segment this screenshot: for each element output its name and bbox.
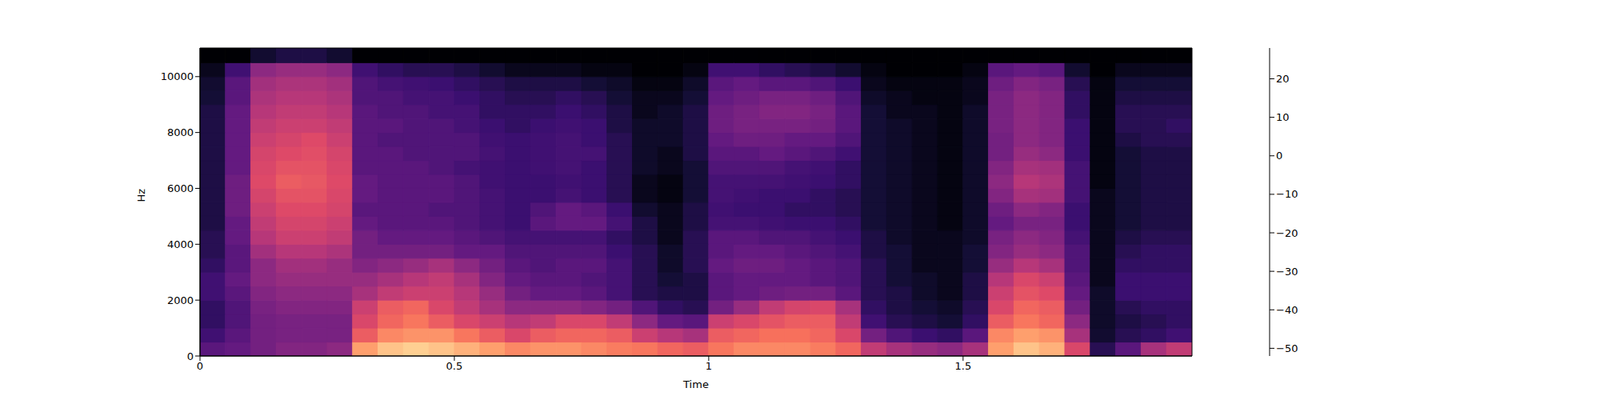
svg-text:−50: −50 <box>1276 342 1298 355</box>
svg-text:0: 0 <box>1276 149 1283 162</box>
svg-text:10000: 10000 <box>160 70 194 83</box>
svg-text:0: 0 <box>187 350 194 363</box>
svg-text:2000: 2000 <box>167 294 194 307</box>
svg-text:Hz: Hz <box>135 188 148 203</box>
svg-text:1.5: 1.5 <box>955 360 972 372</box>
svg-text:4000: 4000 <box>167 238 194 251</box>
svg-text:0.5: 0.5 <box>446 360 464 372</box>
svg-text:20: 20 <box>1276 72 1290 85</box>
svg-text:8000: 8000 <box>167 126 194 139</box>
svg-text:−20: −20 <box>1276 227 1298 240</box>
svg-text:−40: −40 <box>1276 304 1298 316</box>
svg-text:6000: 6000 <box>167 182 194 195</box>
svg-text:1: 1 <box>705 360 712 372</box>
svg-text:10: 10 <box>1276 111 1290 124</box>
svg-text:Time: Time <box>682 378 709 391</box>
svg-text:0: 0 <box>196 360 204 372</box>
svg-text:−30: −30 <box>1276 265 1298 278</box>
svg-text:−10: −10 <box>1276 188 1298 200</box>
